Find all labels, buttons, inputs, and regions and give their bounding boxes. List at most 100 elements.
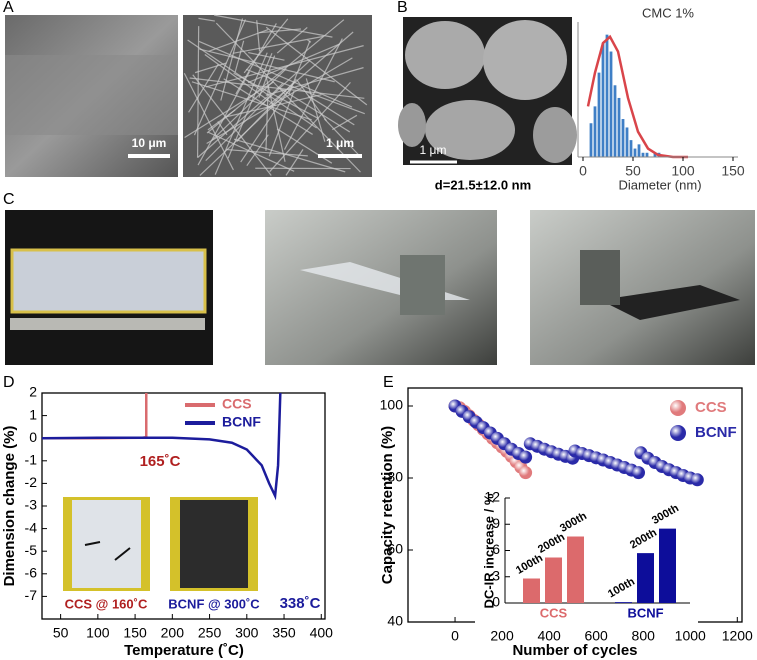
inset-caption: BCNF @ 300˚C — [168, 596, 260, 611]
fiber — [215, 22, 361, 173]
histogram-bar — [589, 123, 593, 157]
film-dark — [600, 285, 740, 320]
inset-caption: CCS @ 160˚C — [65, 596, 148, 611]
scale-label: 1 μm — [326, 136, 354, 150]
y-tick-label: -1 — [25, 452, 38, 468]
annotation: 165˚C — [140, 453, 181, 470]
fiber — [265, 26, 368, 106]
caption: d=21.5±12.0 nm — [435, 177, 531, 192]
fiber — [265, 67, 364, 96]
fiber — [187, 39, 317, 129]
histogram-bar — [597, 72, 601, 157]
fiber — [220, 18, 244, 101]
fiber — [323, 118, 359, 155]
x-tick-label: 50 — [53, 625, 69, 641]
x-tick-label: 0 — [579, 163, 587, 179]
scatter-point — [519, 450, 533, 464]
x-tick-label: 300 — [235, 625, 259, 641]
fiber — [206, 57, 353, 145]
x-axis-label: Temperature (˚C) — [124, 642, 244, 659]
histogram-bar — [593, 106, 597, 157]
scatter-point — [632, 466, 646, 480]
legend-label: CCS — [695, 399, 727, 416]
panel-label: D — [3, 374, 15, 391]
cell — [405, 21, 485, 89]
histogram-bar — [605, 34, 609, 157]
y-tick-label: -2 — [25, 474, 38, 490]
fiber — [265, 75, 286, 162]
y-tick-label: -7 — [25, 587, 38, 603]
fiber — [205, 45, 364, 88]
y-tick-label: 0 — [492, 594, 500, 610]
histogram-bar — [613, 85, 617, 157]
y-tick-label: 6 — [492, 541, 500, 557]
x-tick-label: 250 — [198, 625, 222, 641]
y-tick-label: 100 — [380, 397, 404, 413]
cell — [398, 103, 426, 147]
fiber — [193, 19, 247, 136]
fiber — [208, 131, 295, 172]
fiber — [211, 68, 287, 141]
y-tick-label: 1 — [29, 406, 37, 422]
x-tick-label: 100 — [671, 163, 695, 179]
annotation: 338˚C — [280, 595, 321, 612]
y-axis-label: Dimension change (%) — [1, 426, 18, 587]
fiber — [246, 134, 269, 167]
x-tick-label: 1200 — [722, 628, 753, 644]
scatter-point — [690, 473, 704, 487]
scale-label: 1 μm — [420, 143, 447, 157]
panel-label: A — [3, 0, 14, 16]
cell — [533, 107, 577, 163]
group-label: BCNF — [627, 605, 663, 620]
x-tick-label: 150 — [123, 625, 147, 641]
fiber — [240, 78, 297, 163]
y-tick-label: 12 — [484, 489, 500, 505]
x-tick-label: 350 — [272, 625, 296, 641]
fiber — [199, 48, 335, 83]
histogram-bar — [645, 152, 649, 157]
fiber — [196, 26, 200, 158]
roller — [400, 255, 445, 315]
x-tick-label: 50 — [625, 163, 641, 179]
fiber — [268, 31, 354, 106]
fiber — [233, 72, 319, 120]
fiber — [183, 73, 234, 171]
fiber — [307, 39, 312, 43]
scatter-point — [519, 466, 533, 480]
bar — [523, 578, 540, 603]
y-tick-label: -4 — [25, 519, 38, 535]
fiber — [265, 86, 269, 151]
fiber — [198, 17, 215, 22]
y-tick-label: 2 — [29, 384, 37, 400]
legend-marker — [670, 400, 686, 416]
fiber — [248, 51, 285, 61]
bar — [659, 528, 676, 603]
fiber — [226, 148, 308, 157]
x-tick-label: 800 — [632, 628, 656, 644]
fiber-texture — [183, 14, 368, 176]
line-series — [41, 392, 282, 501]
y-tick-label: 40 — [387, 613, 403, 629]
fiber — [204, 54, 277, 107]
x-tick-label: 200 — [161, 625, 185, 641]
fiber — [332, 114, 358, 131]
fiber — [232, 35, 324, 54]
fit-curve — [586, 34, 688, 159]
fiber — [245, 68, 365, 115]
y-tick-label: -5 — [25, 542, 38, 558]
roller — [580, 250, 620, 305]
sem-texture — [5, 55, 178, 135]
fiber — [207, 109, 236, 131]
y-tick-label: 3 — [492, 567, 500, 583]
x-tick-label: 0 — [451, 628, 459, 644]
panel-label: B — [397, 0, 408, 16]
x-tick-label: 1000 — [675, 628, 706, 644]
x-tick-label: 200 — [490, 628, 514, 644]
legend-label: CCS — [222, 396, 252, 412]
y-tick-label: 0 — [29, 429, 37, 445]
y-tick-label: 9 — [492, 515, 500, 531]
fiber — [213, 14, 333, 38]
x-tick-label: 100 — [86, 625, 110, 641]
cell — [483, 20, 567, 100]
photo-roller — [530, 210, 755, 365]
